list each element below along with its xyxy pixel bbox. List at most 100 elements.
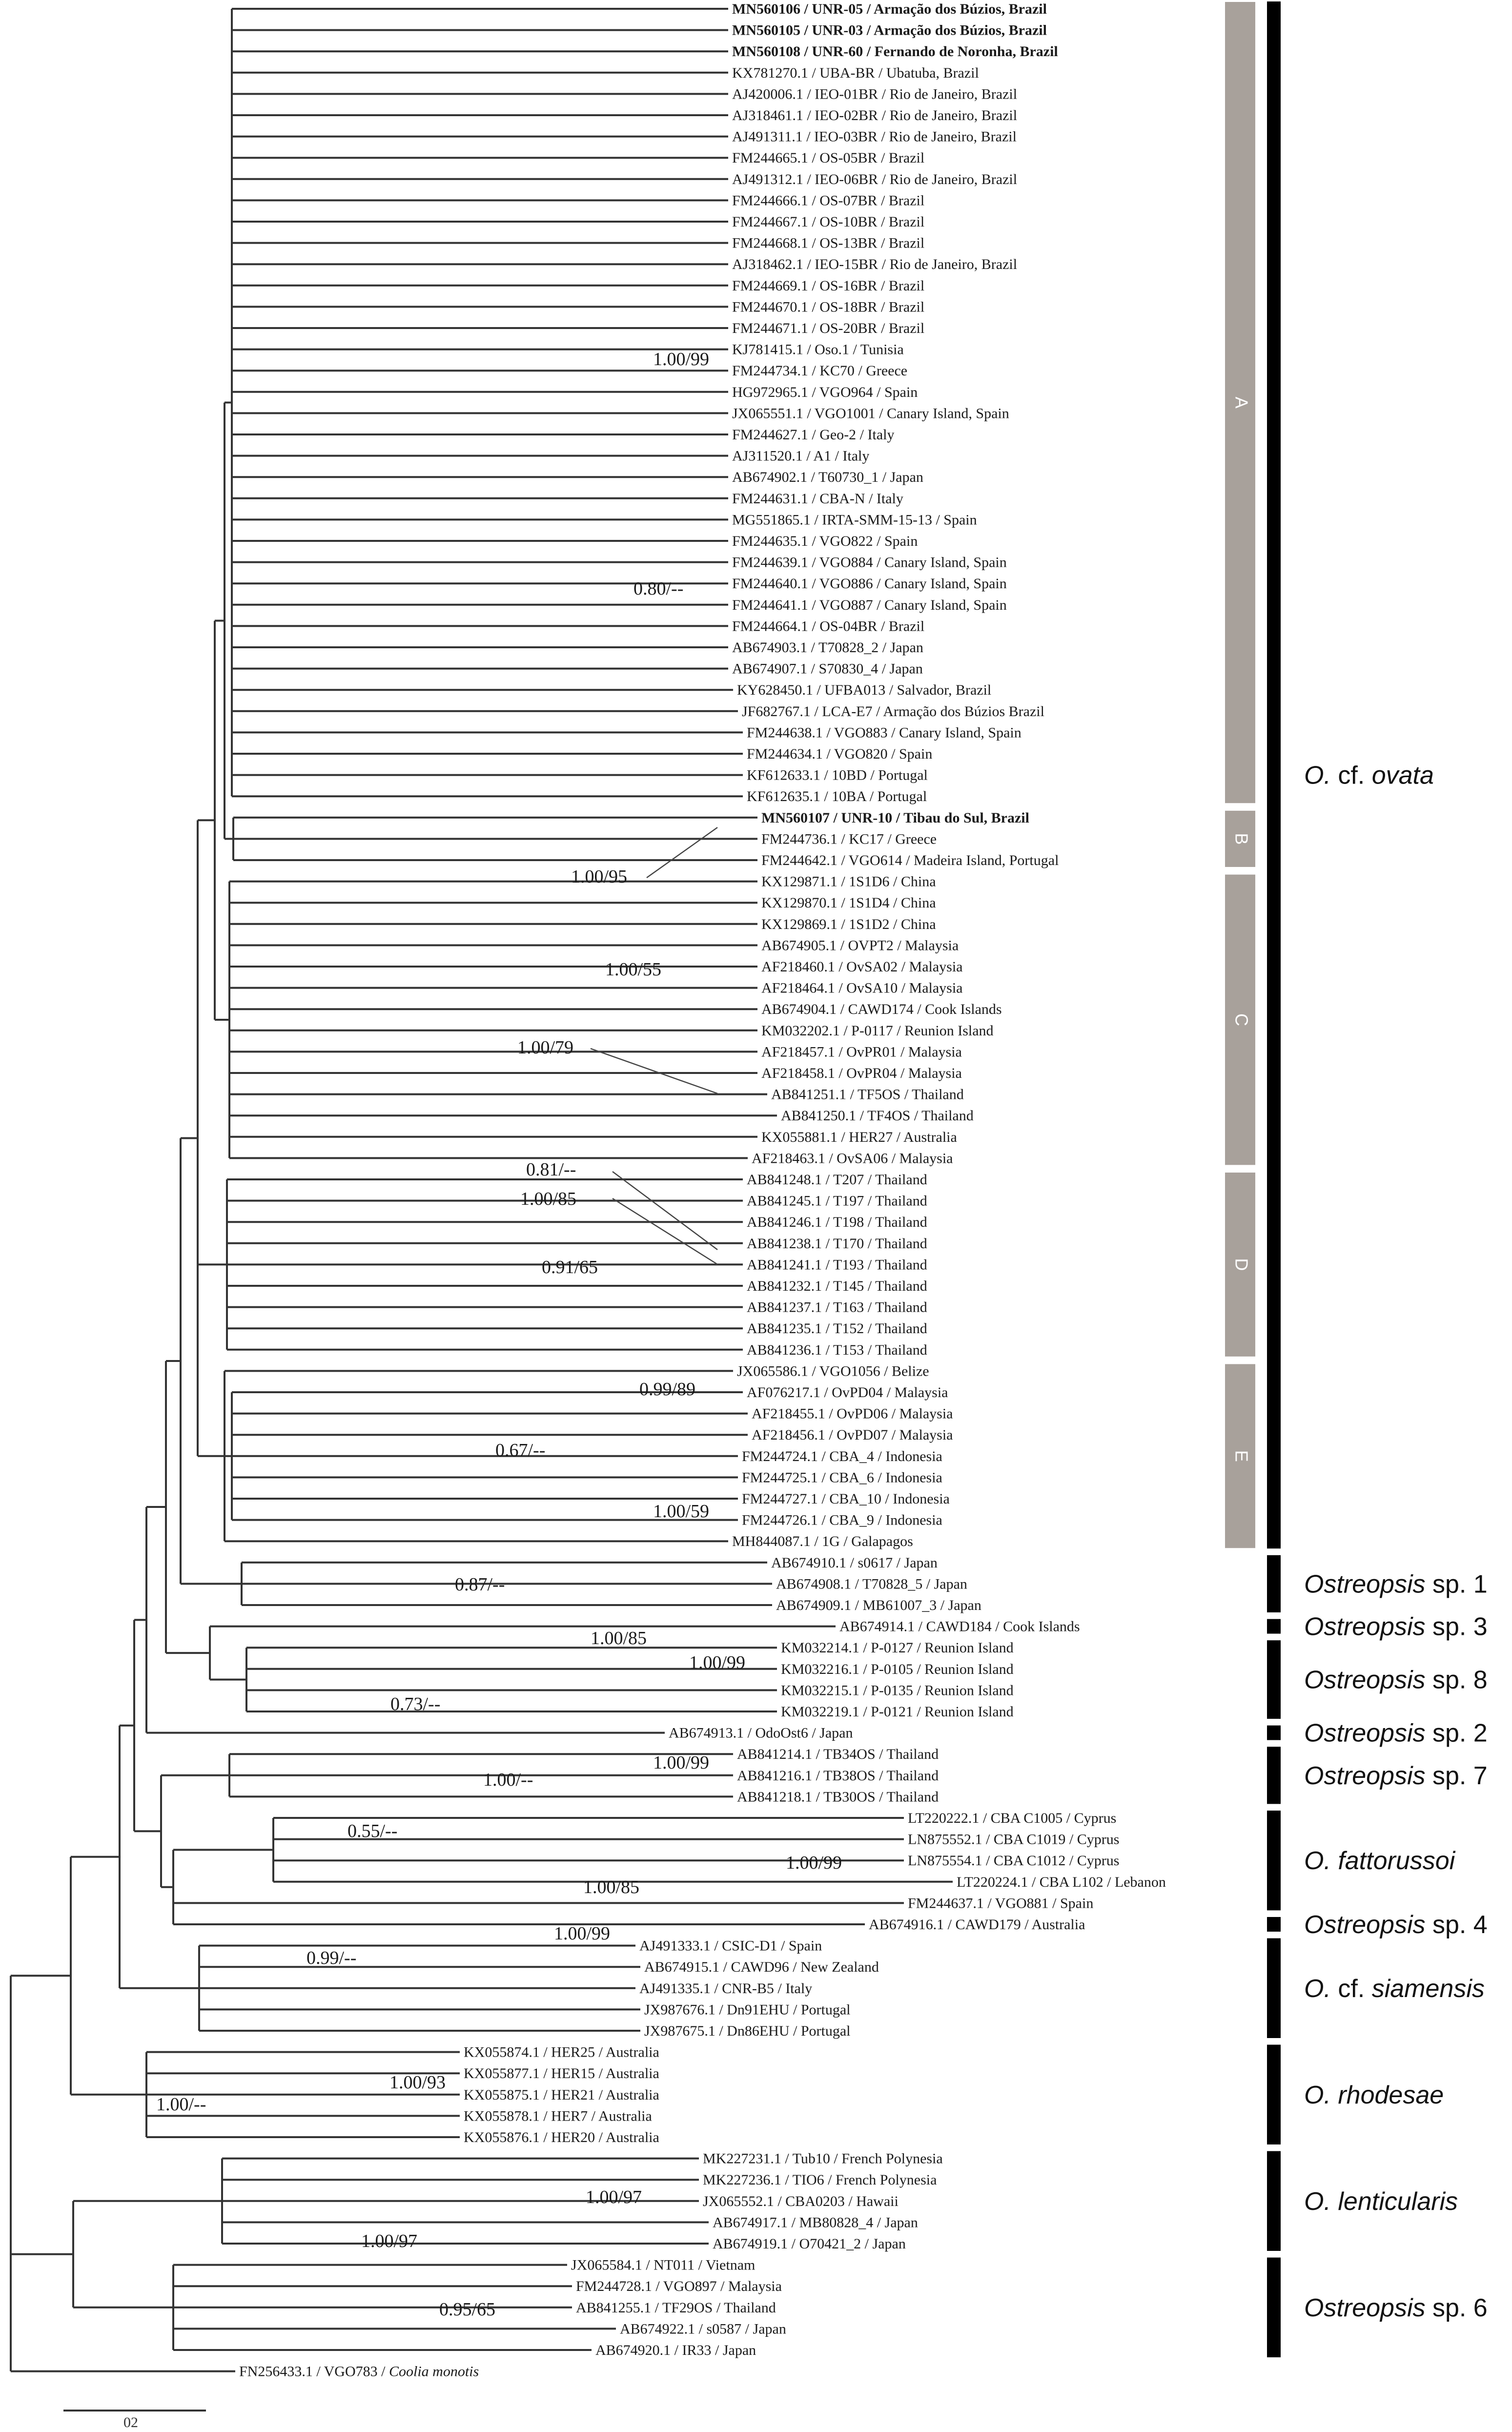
species-qualifier: cf. xyxy=(1338,762,1371,790)
leaf-label-text: KM032214.1 / P-0127 / Reunion Island xyxy=(781,1640,1014,1656)
species-epithet: lenticularis xyxy=(1338,2187,1458,2216)
support-pointer-lines xyxy=(590,826,718,1265)
species-epithet: sp. 8 xyxy=(1432,1666,1488,1694)
leaf-label: KX055877.1 / HER15 / Australia xyxy=(464,2065,659,2082)
leaf-label-text: AB674920.1 / IR33 / Japan xyxy=(595,2342,756,2358)
leaf-label-text: AB674913.1 / OdoOst6 / Japan xyxy=(669,1725,853,1741)
leaf-label-text: AB674903.1 / T70828_2 / Japan xyxy=(732,639,923,656)
leaf-label-text: AF218456.1 / OvPD07 / Malaysia xyxy=(752,1427,953,1443)
leaf-label: AB674904.1 / CAWD174 / Cook Islands xyxy=(761,1001,1002,1017)
leaf-label: JX987676.1 / Dn91EHU / Portugal xyxy=(644,2001,851,2018)
leaf-label: AF218455.1 / OvPD06 / Malaysia xyxy=(752,1406,953,1422)
leaf-label: KX129871.1 / 1S1D6 / China xyxy=(761,874,936,890)
leaf-label-text: JX065584.1 / NT011 / Vietnam xyxy=(571,2257,755,2273)
leaf-label-text: AB841248.1 / T207 / Thailand xyxy=(747,1172,927,1188)
leaf-label-text: KX055874.1 / HER25 / Australia xyxy=(464,2044,659,2061)
leaf-label: JX065552.1 / CBA0203 / Hawaii xyxy=(703,2193,899,2209)
leaf-label-text: FN256433.1 / VGO783 / xyxy=(239,2364,389,2380)
node-support-value: 1.00/95 xyxy=(571,866,627,887)
species-label: Ostreopsis sp. 6 xyxy=(1304,2294,1488,2322)
leaf-label: AF218456.1 / OvPD07 / Malaysia xyxy=(752,1427,953,1443)
leaf-label: AJ311520.1 / A1 / Italy xyxy=(732,448,869,464)
leaf-label-text: LT220224.1 / CBA L102 / Lebanon xyxy=(957,1874,1166,1890)
leaf-label: MK227236.1 / TIO6 / French Polynesia xyxy=(703,2172,937,2188)
leaf-label: FM244734.1 / KC70 / Greece xyxy=(732,363,907,379)
leaf-label: JF682767.1 / LCA-E7 / Armação dos Búzios… xyxy=(742,703,1044,720)
leaf-label-text: LN875552.1 / CBA C1019 / Cyprus xyxy=(908,1832,1119,1848)
leaf-label: KM032202.1 / P-0117 / Reunion Island xyxy=(761,1023,994,1039)
leaf-label-text: FM244666.1 / OS-07BR / Brazil xyxy=(732,192,924,208)
leaf-label: JX065586.1 / VGO1056 / Belize xyxy=(737,1363,929,1379)
leaf-label: AB674908.1 / T70828_5 / Japan xyxy=(776,1576,967,1592)
species-epithet: ovata xyxy=(1372,762,1434,790)
leaf-label-text: FM244664.1 / OS-04BR / Brazil xyxy=(732,618,924,634)
leaf-label-text: AB841232.1 / T145 / Thailand xyxy=(747,1278,927,1294)
node-support-value: 1.00/55 xyxy=(605,959,661,980)
leaf-label-text: AB841216.1 / TB38OS / Thailand xyxy=(737,1768,939,1784)
leaf-label-text: FM244668.1 / OS-13BR / Brazil xyxy=(732,235,924,251)
species-label: Ostreopsis sp. 4 xyxy=(1304,1911,1488,1939)
leaf-label-species: Coolia monotis xyxy=(389,2364,479,2380)
leaf-label-text: FM244639.1 / VGO884 / Canary Island, Spa… xyxy=(732,555,1007,571)
leaf-label-text: FM244637.1 / VGO881 / Spain xyxy=(908,1895,1093,1911)
leaf-label: FN256433.1 / VGO783 / Coolia monotis xyxy=(239,2364,479,2380)
leaf-label-text: AB841237.1 / T163 / Thailand xyxy=(747,1299,927,1316)
leaf-label-text: KX055875.1 / HER21 / Australia xyxy=(464,2087,659,2103)
leaf-label-text: MN560108 / UNR-60 / Fernando de Noronha,… xyxy=(732,43,1058,60)
leaf-label: KF612633.1 / 10BD / Portugal xyxy=(747,767,928,783)
leaf-label-text: JX065586.1 / VGO1056 / Belize xyxy=(737,1363,929,1379)
leaf-label-text: FM244665.1 / OS-05BR / Brazil xyxy=(732,150,924,166)
leaf-label-text: FM244631.1 / CBA-N / Italy xyxy=(732,491,903,507)
leaf-label: AB674910.1 / s0617 / Japan xyxy=(771,1555,938,1571)
leaf-label-text: AB841255.1 / TF29OS / Thailand xyxy=(576,2300,776,2316)
node-support-value: 0.87/-- xyxy=(455,1574,505,1595)
species-label: Ostreopsis sp. 2 xyxy=(1304,1719,1488,1748)
leaf-label-text: JX987676.1 / Dn91EHU / Portugal xyxy=(644,2001,851,2018)
species-epithet: siamensis xyxy=(1372,1975,1485,2003)
leaf-label-text: HG972965.1 / VGO964 / Spain xyxy=(732,384,918,400)
leaf-label-text: KX129871.1 / 1S1D6 / China xyxy=(761,874,936,890)
leaf-label-text: AJ311520.1 / A1 / Italy xyxy=(732,448,869,464)
node-support-value: 1.00/99 xyxy=(786,1853,842,1873)
clade-label: C xyxy=(1231,1013,1251,1026)
node-support-value: 0.81/-- xyxy=(526,1159,576,1180)
node-support-value: 1.00/99 xyxy=(653,1752,709,1773)
leaf-label: AB841214.1 / TB34OS / Thailand xyxy=(737,1746,939,1762)
node-support-value: 1.00/85 xyxy=(520,1189,576,1209)
node-support-value: 0.67/-- xyxy=(495,1440,545,1461)
species-label: O. cf. siamensis xyxy=(1304,1975,1485,2003)
species-bar xyxy=(1267,2044,1281,2144)
leaf-label: FM244639.1 / VGO884 / Canary Island, Spa… xyxy=(732,555,1007,571)
leaf-label: JX065584.1 / NT011 / Vietnam xyxy=(571,2257,755,2273)
leaf-label: KX055878.1 / HER7 / Australia xyxy=(464,2108,652,2124)
species-genus: O. xyxy=(1304,2081,1338,2109)
node-support-value: 1.00/99 xyxy=(689,1652,745,1673)
species-genus: O. xyxy=(1304,762,1338,790)
node-support-value: 1.00/99 xyxy=(554,1923,610,1944)
leaf-label: KM032215.1 / P-0135 / Reunion Island xyxy=(781,1682,1014,1698)
leaf-label-text: KX055881.1 / HER27 / Australia xyxy=(761,1129,957,1145)
leaf-label-text: JX065551.1 / VGO1001 / Canary Island, Sp… xyxy=(732,405,1009,421)
species-label: O. rhodesae xyxy=(1304,2081,1444,2109)
leaf-label: AJ318461.1 / IEO-02BR / Rio de Janeiro, … xyxy=(732,107,1017,124)
leaf-label-text: AB674919.1 / O70421_2 / Japan xyxy=(713,2236,906,2252)
leaf-label: JX065551.1 / VGO1001 / Canary Island, Sp… xyxy=(732,405,1009,421)
leaf-label-text: LT220222.1 / CBA C1005 / Cyprus xyxy=(908,1810,1116,1826)
clade-label: B xyxy=(1231,833,1251,845)
species-genus: Ostreopsis xyxy=(1304,1911,1432,1939)
leaf-label: AB841251.1 / TF5OS / Thailand xyxy=(771,1087,964,1103)
leaf-label-text: FM244669.1 / OS-16BR / Brazil xyxy=(732,278,924,294)
leaf-label: AB674915.1 / CAWD96 / New Zealand xyxy=(644,1959,879,1975)
leaf-label: KM032219.1 / P-0121 / Reunion Island xyxy=(781,1704,1014,1720)
leaf-labels: MN560106 / UNR-05 / Armação dos Búzios, … xyxy=(239,1,1166,2380)
species-label: Ostreopsis sp. 7 xyxy=(1304,1762,1488,1790)
leaf-label-text: KX129870.1 / 1S1D4 / China xyxy=(761,895,936,911)
leaf-label: AF218457.1 / OvPR01 / Malaysia xyxy=(761,1044,962,1060)
support-leader-line xyxy=(646,826,718,879)
support-values: 1.00/99 0.80/-- 1.00/95 1.00/55 1.00/79 0.81/… xyxy=(156,349,842,2320)
leaf-label: JX987675.1 / Dn86EHU / Portugal xyxy=(644,2023,851,2039)
leaf-label-text: AJ318461.1 / IEO-02BR / Rio de Janeiro, … xyxy=(732,107,1017,124)
species-bar xyxy=(1267,2151,1281,2251)
node-support-value: 1.00/93 xyxy=(389,2072,446,2093)
